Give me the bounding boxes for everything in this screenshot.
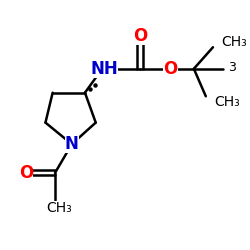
Text: CH₃: CH₃ bbox=[214, 95, 240, 109]
Text: CH₃: CH₃ bbox=[46, 200, 72, 214]
Text: NH: NH bbox=[90, 60, 118, 78]
Text: O: O bbox=[133, 28, 147, 46]
Text: O: O bbox=[19, 164, 34, 182]
Text: N: N bbox=[65, 135, 79, 153]
Text: O: O bbox=[163, 60, 178, 78]
Text: CH₃: CH₃ bbox=[221, 36, 247, 50]
Text: 3: 3 bbox=[228, 61, 236, 74]
